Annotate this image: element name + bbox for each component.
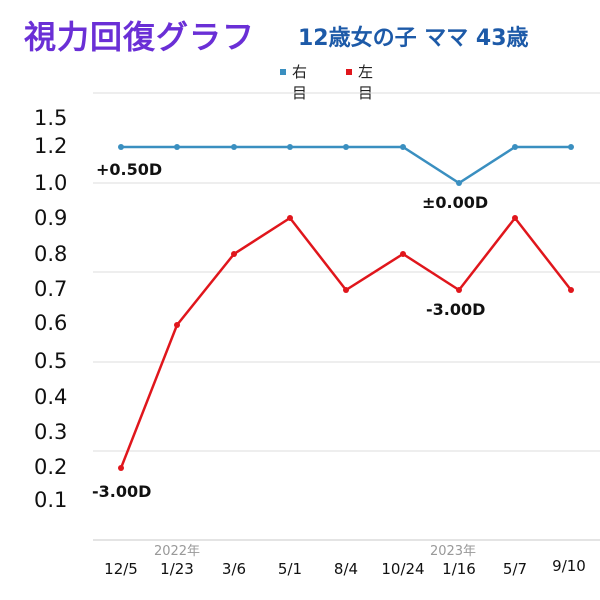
y-tick-label: 0.3 xyxy=(34,420,68,444)
x-tick-label: 12/5 xyxy=(104,560,138,578)
y-tick-label: 0.4 xyxy=(34,385,68,409)
x-tick-label: 1/16 xyxy=(442,560,476,578)
chart-title: 視力回復グラフ xyxy=(24,18,256,56)
y-tick-label: 0.8 xyxy=(34,242,68,266)
annotation-left-1-16: -3.00D xyxy=(426,300,486,319)
x-tick-label: 3/6 xyxy=(221,560,247,578)
y-tick-label: 0.6 xyxy=(34,311,68,335)
y-tick-label: 1.5 xyxy=(34,106,68,130)
x-tick-label: 9/10 xyxy=(552,557,586,575)
x-tick-label: 10/24 xyxy=(381,560,425,578)
chart-subtitle: 12歳女の子 ママ 43歳 xyxy=(298,26,529,51)
y-tick-label: 0.9 xyxy=(34,206,68,230)
gridlines xyxy=(93,92,600,541)
series-left-eye xyxy=(118,215,574,471)
legend-swatch-icon xyxy=(346,69,352,75)
y-tick-label: 0.1 xyxy=(34,488,68,512)
x-tick-label: 5/1 xyxy=(277,560,303,578)
y-tick-label: 0.5 xyxy=(34,349,68,373)
annotation-right-start: +0.50D xyxy=(96,160,163,179)
y-tick-label: 0.7 xyxy=(34,277,68,301)
x-tick-label: 5/7 xyxy=(502,560,528,578)
y-tick-label: 1.0 xyxy=(34,171,68,195)
legend-label: 左 xyxy=(358,63,374,81)
legend-label: 右 xyxy=(292,63,308,81)
y-tick-label: 0.2 xyxy=(34,455,68,479)
annotation-left-start: -3.00D xyxy=(92,482,152,501)
x-tick-label: 1/23 xyxy=(160,560,194,578)
year-label-2022: 2022年 xyxy=(153,544,201,559)
annotation-right-1-16: ±0.00D xyxy=(422,193,489,212)
x-tick-label: 8/4 xyxy=(333,560,359,578)
series-right-eye xyxy=(118,144,574,186)
legend-swatch-icon xyxy=(280,69,286,75)
y-tick-label: 1.2 xyxy=(34,134,68,158)
year-label-2023: 2023年 xyxy=(429,544,477,559)
